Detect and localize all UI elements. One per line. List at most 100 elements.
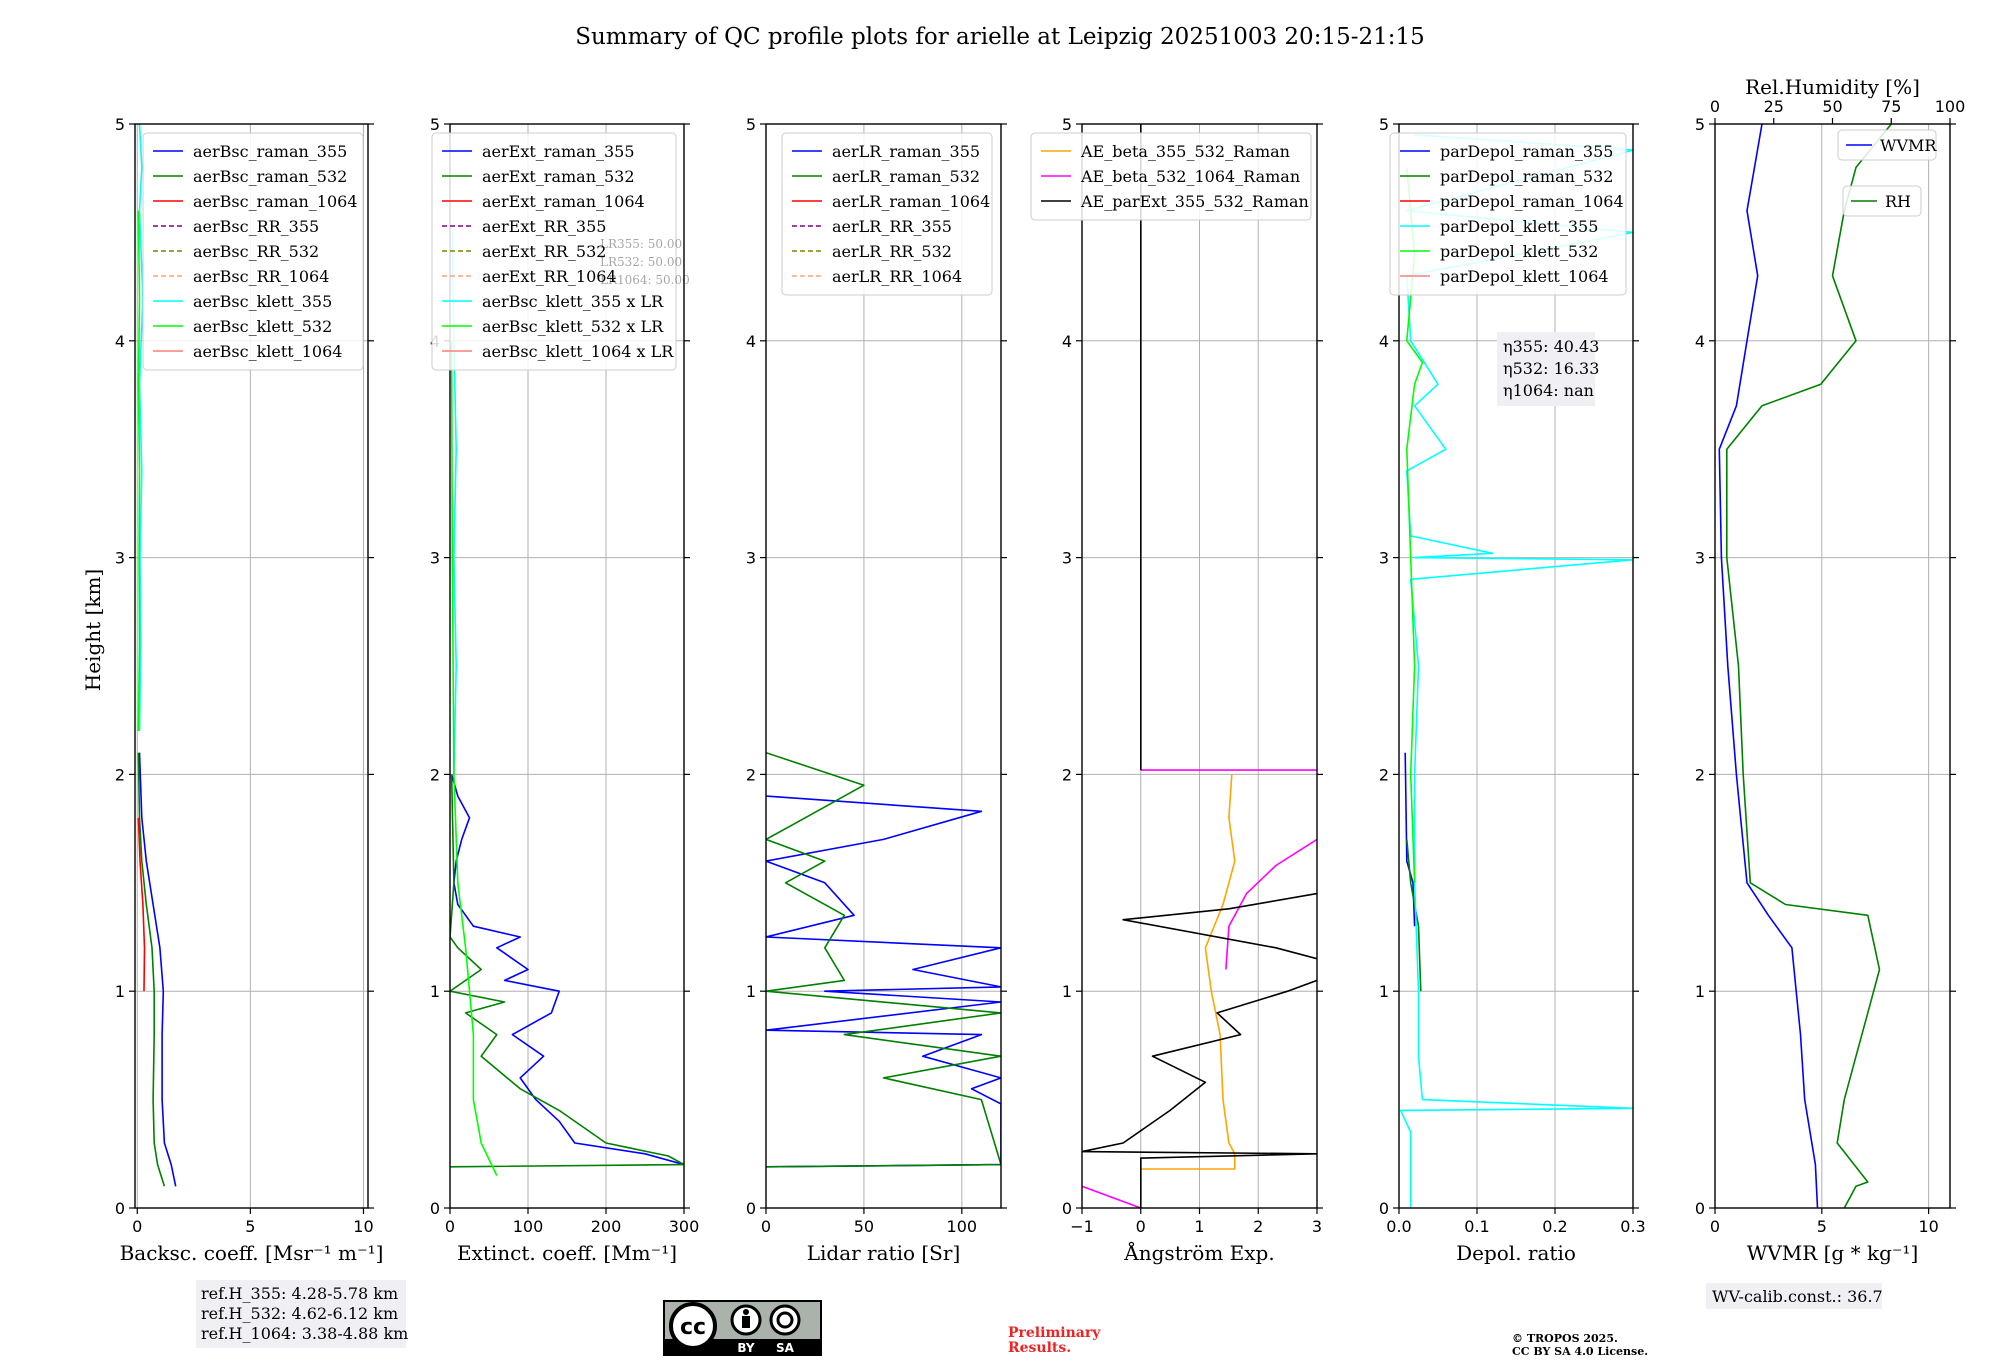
- series-line-aerExt_raman_532: [450, 774, 684, 1168]
- y-tick-label: 1: [1062, 982, 1072, 1001]
- y-tick-label: 3: [115, 549, 125, 568]
- x-tick-label: 0: [761, 1217, 771, 1236]
- y-tick-label: 0: [1695, 1199, 1705, 1218]
- legend-entry: aerBsc_RR_532: [193, 242, 319, 261]
- legend-entry: aerBsc_klett_355: [193, 292, 332, 311]
- legend-entry: parDepol_klett_355: [1440, 217, 1598, 236]
- y-tick-label: 5: [115, 115, 125, 134]
- y-tick-label: 3: [430, 549, 440, 568]
- refh-line-355: ref.H_355: 4.28-5.78 km: [201, 1284, 398, 1303]
- series-line-parDepol_klett_532: [1406, 167, 1424, 883]
- lr-ghost-532: LR532: 50.00: [600, 255, 682, 269]
- x-axis-label: Extinct. coeff. [Mm⁻¹]: [457, 1241, 677, 1265]
- y-tick-label: 3: [746, 549, 756, 568]
- cc-sa-label: SA: [776, 1341, 795, 1355]
- x-axis-label: Ångström Exp.: [1123, 1240, 1274, 1265]
- series-line-aerExt_raman_355: [450, 774, 684, 1166]
- series-line-AE_parExt_355_532_Raman_b: [1082, 979, 1317, 1208]
- cc-by-label: BY: [737, 1341, 754, 1355]
- legend-entry: aerBsc_RR_1064: [193, 267, 329, 286]
- legend-entry: parDepol_klett_1064: [1440, 267, 1609, 286]
- axes-frame: [765, 123, 1002, 1209]
- x-tick-label: 50: [854, 1217, 874, 1236]
- eta-line-1064: η1064: nan: [1503, 381, 1594, 400]
- lr-ghost-annotation: LR355: 50.00 LR532: 50.00 LR1064: 50.00: [600, 237, 690, 287]
- legend-frame: [1837, 129, 1937, 161]
- x-axis-label: Depol. ratio: [1456, 1241, 1576, 1265]
- legend-entry: aerBsc_RR_355: [193, 217, 319, 236]
- y-tick-label: 5: [430, 115, 440, 134]
- y-axis-label: Height [km]: [81, 569, 105, 691]
- preliminary-line-1: Preliminary: [1008, 1325, 1101, 1341]
- series-line-AE_parExt_355_532_Raman_c: [1122, 892, 1317, 960]
- legend-frame: [781, 132, 993, 296]
- panel-bsc: 0 5 10 0 1 2 3 4 5 Backsc. coeff. [Msr⁻¹ m⁻¹] aerB…: [115, 115, 384, 1265]
- y-tick-label: 1: [746, 982, 756, 1001]
- series-group: [1399, 134, 1633, 1208]
- legend-frame: [1842, 185, 1922, 217]
- legend-entry: aerLR_RR_1064: [832, 267, 962, 286]
- x-tick-label: 0: [1710, 1217, 1720, 1236]
- axes-frame: [1398, 123, 1634, 1209]
- y-tick-label: 0: [430, 1199, 440, 1218]
- x-tick-label: 2: [1253, 1217, 1263, 1236]
- y-tick-label: 4: [746, 332, 756, 351]
- series-line-aerBsc_klett_532: [137, 210, 141, 732]
- eta-line-532: η532: 16.33: [1503, 359, 1599, 378]
- legend-entry: aerLR_RR_355: [832, 217, 952, 236]
- eta-box: η355: 40.43 η532: 16.33 η1064: nan: [1497, 332, 1599, 406]
- y-tick-label: 2: [1695, 765, 1705, 784]
- legend-bsc: aerBsc_raman_355 aerBsc_raman_532 aerBsc_r…: [142, 132, 364, 371]
- legend-entry: aerBsc_klett_532: [193, 317, 332, 336]
- legend-frame: [142, 132, 364, 371]
- legend-entry: aerBsc_raman_532: [193, 167, 347, 186]
- panel-lr: 0 50 100 0 1 2 3 4 5 Lidar ratio [Sr] aerLR_raman_…: [746, 115, 1007, 1265]
- y-tick-label: 1: [115, 982, 125, 1001]
- x-tick-label: 10: [1918, 1217, 1938, 1236]
- cc-icon: [669, 1302, 717, 1350]
- series-line-AE_beta_355_532_Raman: [1140, 774, 1236, 1170]
- y-tick-label: 5: [1379, 115, 1389, 134]
- series-line-aerBsc_raman_355: [138, 752, 177, 1187]
- legend-entry: aerBsc_raman_1064: [193, 192, 358, 211]
- x-tick-label: 0.2: [1542, 1217, 1567, 1236]
- legend-entry: aerLR_raman_1064: [832, 192, 990, 211]
- y-tick-label: 5: [1695, 115, 1705, 134]
- y-tick-label: 4: [1379, 332, 1389, 351]
- lr-ghost-355: LR355: 50.00: [600, 237, 682, 251]
- x-axis-label: Backsc. coeff. [Msr⁻¹ m⁻¹]: [120, 1241, 384, 1265]
- y-tick-label: 1: [1695, 982, 1705, 1001]
- x-tick-label: 0: [1136, 1217, 1146, 1236]
- x-tick-label: 10: [353, 1217, 373, 1236]
- y-tick-label: 4: [115, 332, 125, 351]
- legend-entry: aerBsc_raman_355: [193, 142, 347, 161]
- legend-frame: [1389, 132, 1627, 296]
- x-tick-label: 200: [591, 1217, 622, 1236]
- y-tick-label: 0: [1062, 1199, 1072, 1218]
- refh-box: ref.H_355: 4.28-5.78 km ref.H_532: 4.62-…: [196, 1280, 408, 1348]
- x-tick-label: 100: [513, 1217, 544, 1236]
- svg-text:cc: cc: [680, 1315, 706, 1340]
- series-line-aerLR_raman_355: [766, 795, 1001, 1168]
- series-line-aerBsc_klett_355: [138, 124, 144, 732]
- x-top-tick-label: 75: [1881, 97, 1901, 116]
- series-group: [1718, 124, 1892, 1208]
- legend-entry: aerExt_RR_355: [482, 217, 606, 236]
- series-line-aerBsc_klett_532 x LR: [450, 340, 498, 1176]
- y-tick-label: 1: [430, 982, 440, 1001]
- x-tick-label: 1: [1194, 1217, 1204, 1236]
- legend-entry: aerBsc_klett_355 x LR: [482, 292, 664, 311]
- series-line-AE_beta_532_1064_Raman_c: [1225, 838, 1317, 970]
- series-line-aerLR_raman_532: [766, 751, 1001, 1168]
- legend-entry: parDepol_raman_1064: [1440, 192, 1624, 211]
- y-tick-label: 0: [1379, 1199, 1389, 1218]
- series-line-aerBsc_raman_532: [137, 752, 166, 1187]
- x-axis-label: WVMR [g * kg⁻¹]: [1747, 1241, 1919, 1265]
- series-line-RH: [1726, 124, 1892, 1208]
- series-line-WVMR: [1718, 124, 1819, 1208]
- legend-wv-WVMR: WVMR: [1837, 129, 1937, 161]
- legend-entry: aerLR_raman_532: [832, 167, 980, 186]
